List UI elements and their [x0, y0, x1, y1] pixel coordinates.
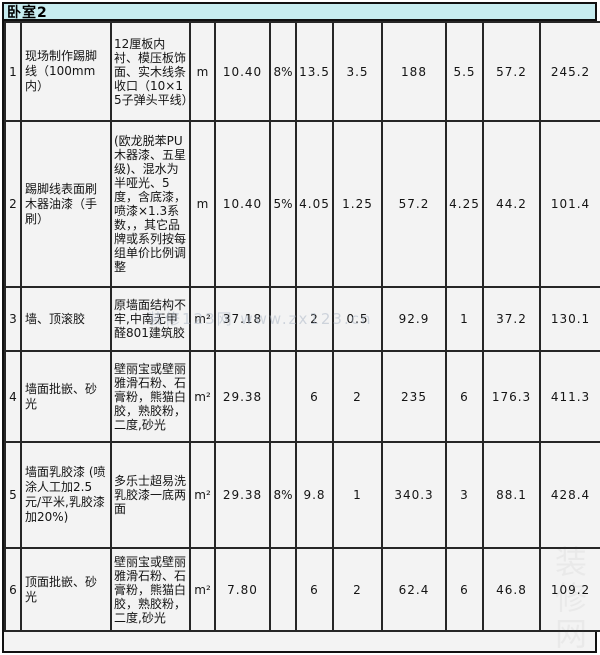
cell-value-1: 9.8 — [295, 441, 334, 549]
table-row: 4 墙面批嵌、砂光 壁丽宝或壁丽雅滑石粉、石膏粉，熊猫白胶，熟胶粉，二度,砂光 … — [4, 350, 600, 443]
cell-value-3: 62.4 — [381, 547, 447, 632]
cell-item-spec: 壁丽宝或壁丽雅滑石粉、石膏粉，熊猫白胶，熟胶粉，二度,砂光 — [110, 547, 191, 632]
cell-value-1: 4.05 — [295, 120, 334, 288]
cell-item-spec: (欧龙脱苯PU木器漆、五星级)、混水为半哑光、5度，含底漆，喷漆×1.3系数，，… — [110, 120, 191, 288]
cell-item-spec: 原墙面结构不牢,中南无甲醛801建筑胶 — [110, 286, 191, 352]
cell-item-name: 墙面乳胶漆 (喷涂人工加2.5元/平米,乳胶漆加20%) — [20, 441, 112, 549]
cell-value-6: 411.3 — [539, 350, 600, 443]
cell-value-5: 46.8 — [482, 547, 541, 632]
cell-unit: m² — [189, 441, 216, 549]
cell-unit: m — [189, 21, 216, 122]
quote-table: 1 现场制作踢脚线（100mm内） 12厘板内衬、模压板饰面、实木线条收口（10… — [4, 21, 600, 632]
cell-value-1: 6 — [295, 350, 334, 443]
cell-row-number: 6 — [4, 547, 22, 632]
cell-value-1: 13.5 — [295, 21, 334, 122]
cell-value-2: 0.5 — [332, 286, 383, 352]
cell-value-4: 4.25 — [445, 120, 484, 288]
cell-percent: 8% — [269, 21, 297, 122]
cell-row-number: 1 — [4, 21, 22, 122]
cell-row-number: 2 — [4, 120, 22, 288]
cell-item-spec: 多乐士超易洗乳胶漆一底两面 — [110, 441, 191, 549]
table-row: 1 现场制作踢脚线（100mm内） 12厘板内衬、模压板饰面、实木线条收口（10… — [4, 21, 600, 122]
cell-value-6: 101.4 — [539, 120, 600, 288]
cell-unit: m² — [189, 286, 216, 352]
cell-item-spec: 12厘板内衬、模压板饰面、实木线条收口（10×15子弹头平线） — [110, 21, 191, 122]
table-row: 3 墙、顶滚胶 原墙面结构不牢,中南无甲醛801建筑胶 m² 37.18 2 0… — [4, 286, 600, 352]
cell-row-number: 5 — [4, 441, 22, 549]
cell-item-name: 墙、顶滚胶 — [20, 286, 112, 352]
cell-value-5: 37.2 — [482, 286, 541, 352]
cell-value-2: 3.5 — [332, 21, 383, 122]
cell-value-6: 428.4 — [539, 441, 600, 549]
cell-percent — [269, 286, 297, 352]
cell-value-5: 88.1 — [482, 441, 541, 549]
table-row: 5 墙面乳胶漆 (喷涂人工加2.5元/平米,乳胶漆加20%) 多乐士超易洗乳胶漆… — [4, 441, 600, 549]
cell-value-4: 1 — [445, 286, 484, 352]
table-row: 6 顶面批嵌、砂光 壁丽宝或壁丽雅滑石粉、石膏粉，熊猫白胶，熟胶粉，二度,砂光 … — [4, 547, 600, 632]
cell-percent: 8% — [269, 441, 297, 549]
cell-value-6: 245.2 — [539, 21, 600, 122]
cell-value-4: 5.5 — [445, 21, 484, 122]
cell-unit: m² — [189, 350, 216, 443]
cell-value-4: 6 — [445, 547, 484, 632]
cell-value-2: 1.25 — [332, 120, 383, 288]
cell-value-4: 3 — [445, 441, 484, 549]
cell-unit: m — [189, 120, 216, 288]
cell-value-4: 6 — [445, 350, 484, 443]
cell-value-3: 92.9 — [381, 286, 447, 352]
cell-item-name: 现场制作踢脚线（100mm内） — [20, 21, 112, 122]
cell-quantity: 37.18 — [214, 286, 271, 352]
cell-row-number: 3 — [4, 286, 22, 352]
cell-value-5: 176.3 — [482, 350, 541, 443]
cell-value-6: 130.1 — [539, 286, 600, 352]
cell-quantity: 7.80 — [214, 547, 271, 632]
cell-value-6: 109.2 — [539, 547, 600, 632]
cell-quantity: 29.38 — [214, 441, 271, 549]
section-title-bar: 卧室2 — [4, 4, 595, 21]
cell-item-spec: 壁丽宝或壁丽雅滑石粉、石膏粉，熊猫白胶，熟胶粉，二度,砂光 — [110, 350, 191, 443]
cell-value-1: 2 — [295, 286, 334, 352]
cell-quantity: 10.40 — [214, 21, 271, 122]
cell-value-3: 340.3 — [381, 441, 447, 549]
cell-value-2: 1 — [332, 441, 383, 549]
cell-unit: m² — [189, 547, 216, 632]
section-title: 卧室2 — [7, 4, 48, 21]
cell-value-3: 188 — [381, 21, 447, 122]
cell-item-name: 踢脚线表面刷木器油漆（手刷） — [20, 120, 112, 288]
cell-quantity: 29.38 — [214, 350, 271, 443]
table-row: 2 踢脚线表面刷木器油漆（手刷） (欧龙脱苯PU木器漆、五星级)、混水为半哑光、… — [4, 120, 600, 288]
cell-row-number: 4 — [4, 350, 22, 443]
cell-value-5: 44.2 — [482, 120, 541, 288]
cell-value-3: 57.2 — [381, 120, 447, 288]
cell-item-name: 顶面批嵌、砂光 — [20, 547, 112, 632]
cell-percent — [269, 547, 297, 632]
cell-percent — [269, 350, 297, 443]
cell-quantity: 10.40 — [214, 120, 271, 288]
cell-value-5: 57.2 — [482, 21, 541, 122]
cell-value-3: 235 — [381, 350, 447, 443]
cell-value-1: 6 — [295, 547, 334, 632]
cell-value-2: 2 — [332, 547, 383, 632]
cell-percent: 5% — [269, 120, 297, 288]
cell-value-2: 2 — [332, 350, 383, 443]
cell-item-name: 墙面批嵌、砂光 — [20, 350, 112, 443]
